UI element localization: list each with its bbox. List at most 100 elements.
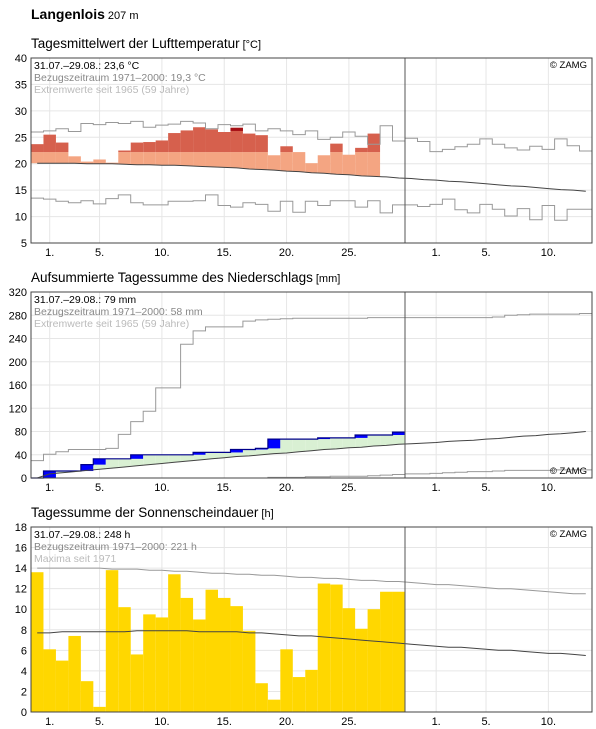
temp-anomaly-bar	[180, 130, 194, 153]
temp-anomaly-bar	[218, 132, 231, 153]
sun-bar	[80, 681, 94, 712]
temp-anomaly-bar	[292, 152, 306, 172]
temp-x-tick-label: 5.	[95, 247, 104, 259]
temp-anomaly-bar	[118, 150, 131, 153]
temp-y-tick-label: 20	[15, 159, 27, 171]
sun-bar	[55, 660, 69, 712]
temp-y-tick-label: 40	[15, 53, 27, 65]
temp-anomaly-bar	[355, 147, 368, 153]
temp-info-line: 31.07.–29.08.: 23,6 °C	[34, 60, 140, 72]
prec-surplus-area	[180, 454, 194, 462]
temp-normal-line	[37, 162, 586, 192]
prec-surplus-area	[193, 452, 206, 460]
temp-anomaly-bar	[242, 133, 256, 153]
sun-y-tick-label: 16	[15, 543, 27, 555]
temp-y-tick-label: 10	[15, 212, 27, 224]
prec-surplus-area	[205, 452, 218, 459]
sunshine-panel-title: Tagessumme der Sonnenscheindauer [h]	[31, 505, 274, 520]
temp-copyright: © ZAMG	[550, 60, 587, 71]
prec-surplus-area	[380, 434, 393, 446]
prec-sum-line	[31, 431, 405, 479]
temp-max-line	[31, 120, 592, 153]
prec-surplus-area	[130, 454, 144, 466]
temp-x-tick-label: 20.	[279, 247, 294, 259]
sun-y-tick-label: 8	[21, 625, 27, 637]
temp-y-tick-label: 15	[15, 185, 27, 197]
temp-anomaly-bar	[367, 133, 381, 153]
sun-bar	[43, 649, 56, 712]
temp-x-tick-label: 10.	[541, 247, 556, 259]
sun-bar	[367, 609, 381, 712]
temp-anomaly-bar	[31, 144, 44, 153]
sun-bar	[230, 606, 243, 712]
prec-surplus-area	[105, 458, 119, 469]
sun-info-line: Maxima seit 1971	[34, 553, 116, 565]
sun-bar	[305, 669, 318, 712]
prec-y-tick-label: 80	[15, 427, 27, 439]
prec-y-tick-label: 0	[21, 473, 27, 485]
sun-y-tick-label: 18	[15, 522, 27, 534]
sun-y-tick-label: 12	[15, 584, 27, 596]
temp-anomaly-bar	[255, 135, 268, 153]
prec-surplus-area	[392, 432, 405, 445]
temp-x-tick-label: 25.	[341, 247, 356, 259]
temperature-unit: [°C]	[242, 39, 262, 51]
prec-surplus-area	[280, 439, 293, 454]
prec-surplus-area	[355, 434, 368, 448]
temp-anomaly-bar	[205, 129, 218, 153]
sun-bar	[155, 617, 169, 712]
temperature-chart: 5 10 15 20 25 30 35 40 1. 5. 10. 15. 20. 25. 1. 5. 10. 31…	[15, 53, 593, 259]
temp-anomaly-bar	[155, 140, 169, 153]
prec-daily-bar	[392, 432, 405, 435]
prec-info-line: 31.07.–29.08.: 79 mm	[34, 294, 136, 306]
prec-x-tick-label: 25.	[341, 482, 356, 494]
temp-anomaly-bar	[118, 152, 131, 165]
prec-y-tick-label: 160	[9, 380, 27, 392]
temp-info-line: Extremwerte seit 1965 (59 Jahre)	[34, 84, 189, 96]
temp-anomaly-bar	[342, 154, 356, 175]
prec-daily-bar	[193, 452, 206, 455]
temp-anomaly-bar	[330, 143, 343, 153]
prec-y-tick-label: 120	[9, 403, 27, 415]
temp-anomaly-bar	[242, 152, 256, 169]
prec-surplus-area	[305, 439, 318, 451]
temp-anomaly-bar	[55, 142, 69, 153]
temp-anomaly-bar	[367, 152, 381, 177]
prec-surplus-area	[367, 434, 381, 447]
sun-bar	[68, 635, 81, 712]
prec-surplus-area	[342, 437, 356, 448]
temp-anomaly-bar	[305, 163, 318, 173]
temp-anomaly-bar	[155, 152, 169, 166]
sun-bar	[218, 597, 231, 712]
temp-anomaly-bar	[280, 152, 293, 172]
temperature-title: Tagesmittelwert der Lufttemperatur	[31, 36, 240, 51]
prec-plot-frame	[30, 291, 593, 479]
sunshine-title: Tagessumme der Sonnenscheindauer	[31, 505, 259, 520]
temp-info-line: Bezugszeitraum 1971–2000: 19,3 °C	[34, 72, 206, 84]
sun-bar	[31, 572, 44, 712]
temp-y-tick-label: 5	[21, 238, 27, 250]
temp-min-line	[31, 194, 592, 221]
sun-y-tick-label: 14	[15, 563, 27, 575]
sun-y-tick-label: 10	[15, 604, 27, 616]
station-title: Langenlois 207 m	[31, 6, 138, 22]
prec-x-tick-label: 5.	[481, 482, 490, 494]
sun-bar	[380, 591, 393, 712]
temp-x-tick-label: 1.	[432, 247, 441, 259]
temp-y-tick-label: 30	[15, 106, 27, 118]
prec-daily-bar	[267, 439, 281, 449]
prec-copyright: © ZAMG	[550, 466, 587, 477]
temp-anomaly-bar	[80, 161, 94, 164]
precipitation-unit: [mm]	[315, 273, 341, 285]
temp-x-tick-label: 15.	[217, 247, 232, 259]
temp-y-tick-label: 35	[15, 79, 27, 91]
sun-x-tick-label: 20.	[279, 716, 294, 728]
sun-plot-frame	[30, 526, 593, 713]
temp-anomaly-bar	[43, 152, 56, 164]
prec-surplus-area	[143, 454, 156, 465]
sun-y-tick-label: 0	[21, 707, 27, 719]
sun-x-tick-label: 25.	[341, 716, 356, 728]
prec-daily-bar	[230, 449, 243, 453]
prec-surplus-area	[242, 449, 256, 456]
temp-anomaly-bar	[280, 146, 293, 153]
